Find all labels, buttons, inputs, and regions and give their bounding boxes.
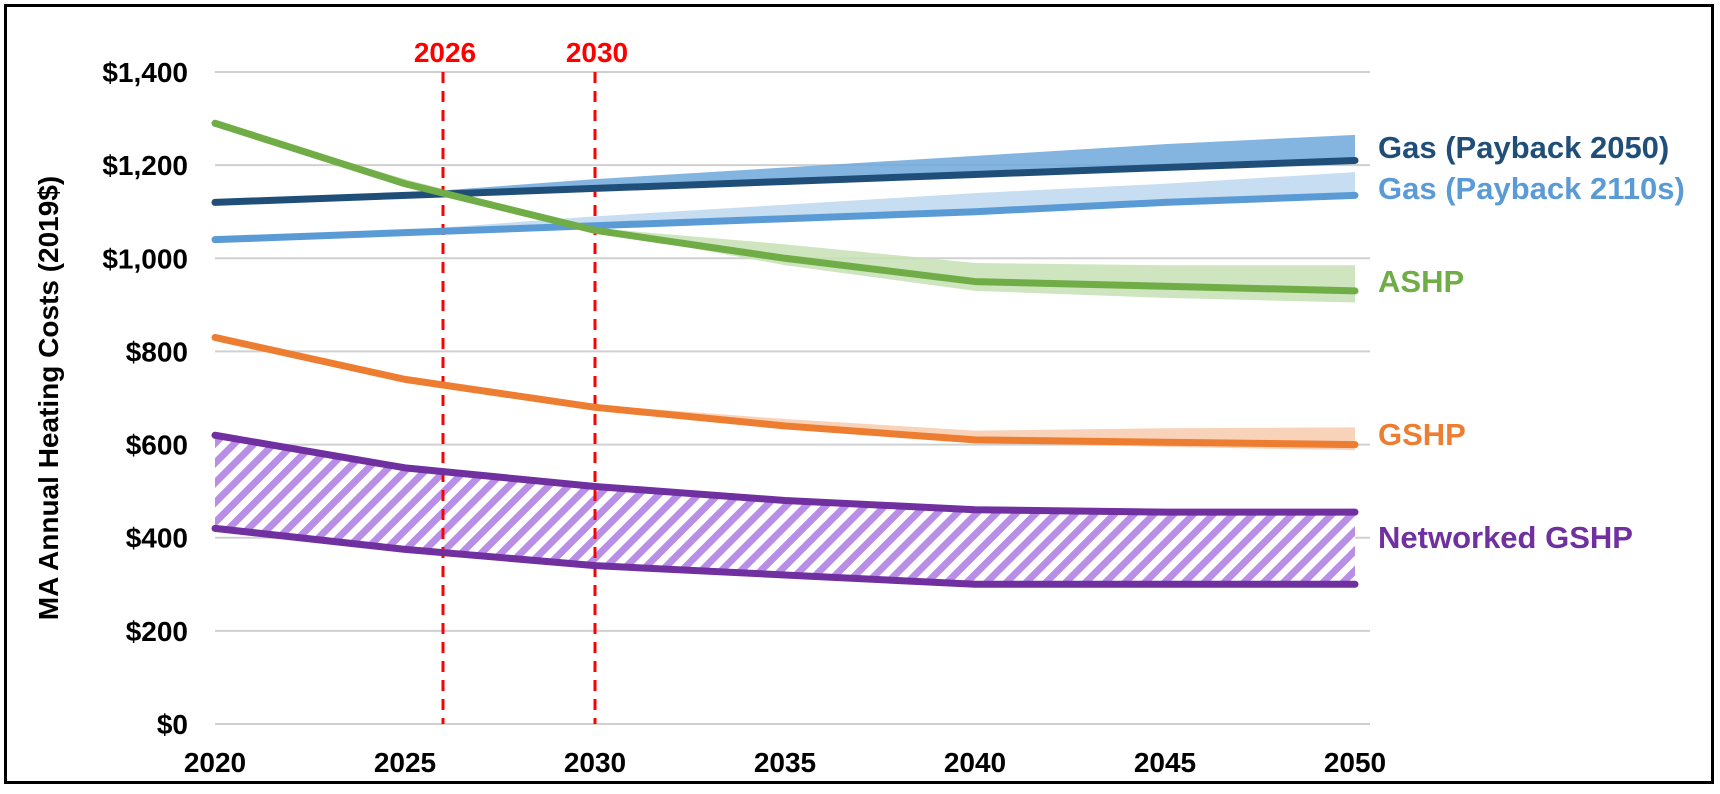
y-tick-label: $400 <box>126 523 188 554</box>
series-line-2 <box>211 119 1359 295</box>
y-tick-label: $1,400 <box>102 57 188 88</box>
y-tick-label: $200 <box>126 616 188 647</box>
y-tick-label: $800 <box>126 336 188 367</box>
series-line-4 <box>211 431 1359 516</box>
series-label-0: Gas (Payback 2050) <box>1378 130 1669 165</box>
band-series-3 <box>215 337 1355 451</box>
series-line-3 <box>211 333 1359 449</box>
marker-label-2026: 2026 <box>414 37 476 68</box>
y-tick-label: $0 <box>157 709 188 740</box>
x-tick-label: 2050 <box>1324 747 1386 778</box>
series-label-2: ASHP <box>1378 264 1464 299</box>
x-tick-label: 2040 <box>944 747 1006 778</box>
y-tick-label: $600 <box>126 430 188 461</box>
series-line-low-4 <box>211 524 1359 588</box>
series-line-0 <box>211 156 1359 206</box>
chart-frame <box>4 4 1714 784</box>
series-line-1 <box>211 191 1359 244</box>
y-tick-label: $1,200 <box>102 150 188 181</box>
band-networked-gshp <box>215 435 1355 585</box>
band-series-0 <box>215 134 1355 203</box>
series-label-1: Gas (Payback 2110s) <box>1378 171 1685 206</box>
y-axis-label: MA Annual Heating Costs (2019$) <box>33 176 64 620</box>
series-label-4: Networked GSHP <box>1378 520 1633 555</box>
x-tick-label: 2035 <box>754 747 816 778</box>
series-label-3: GSHP <box>1378 417 1466 452</box>
x-tick-label: 2045 <box>1134 747 1196 778</box>
x-tick-label: 2025 <box>374 747 436 778</box>
band-series-1 <box>215 172 1355 240</box>
x-tick-label: 2030 <box>564 747 626 778</box>
x-tick-label: 2020 <box>184 747 246 778</box>
marker-label-2030: 2030 <box>566 37 628 68</box>
y-tick-label: $1,000 <box>102 243 188 274</box>
